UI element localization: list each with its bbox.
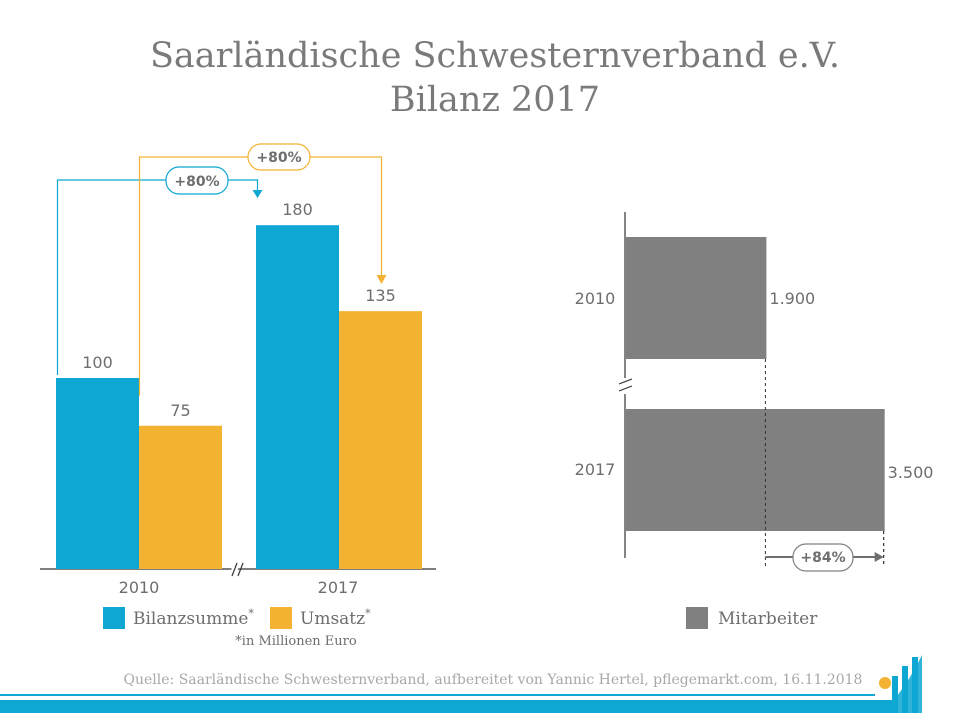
bar-bilanzsumme-2010 xyxy=(56,378,139,569)
legend-label-bilanzsumme: Bilanzsumme* xyxy=(133,607,254,629)
mitarbeiter-arrow-head xyxy=(874,552,884,562)
mitarbeiter-growth-pill: +84% xyxy=(792,543,854,572)
value-label-bilanzsumme-2010: 100 xyxy=(82,353,113,372)
right-axis-break xyxy=(618,378,633,392)
bar-umsatz-2010 xyxy=(139,425,222,569)
y-tick-label-2010: 2010 xyxy=(575,289,616,308)
umsatz-growth-pill: +80% xyxy=(247,143,311,171)
x-tick-label-2017: 2017 xyxy=(318,578,359,597)
bilanz-growth-pill: +80% xyxy=(165,166,229,195)
chart-title-line1: Saarländische Schwesternverband e.V. xyxy=(149,36,841,76)
y-tick-label-2017: 2017 xyxy=(575,460,616,479)
left-axis-break xyxy=(229,561,244,578)
bilanz-arrow-head xyxy=(252,190,263,198)
x-tick-label-2010: 2010 xyxy=(119,578,160,597)
pflegemarkt-logo-icon xyxy=(879,655,922,713)
value-label-mitarbeiter-2017: 3.500 xyxy=(888,463,934,482)
legend-swatch-bilanzsumme xyxy=(103,607,125,629)
bilanz-growth-connector xyxy=(56,179,259,375)
umsatz-growth-label: +80% xyxy=(256,150,301,166)
value-label-umsatz-2017: 135 xyxy=(365,286,396,305)
footer-line-thin xyxy=(0,694,875,696)
bar-mitarbeiter-2017 xyxy=(626,409,885,531)
value-label-umsatz-2010: 75 xyxy=(170,401,190,420)
value-label-bilanzsumme-2017: 180 xyxy=(282,200,313,219)
umsatz-arrow-head xyxy=(376,275,387,284)
value-label-mitarbeiter-2010: 1.900 xyxy=(769,289,815,308)
legend-label-umsatz: Umsatz* xyxy=(300,607,371,629)
legend-swatch-mitarbeiter xyxy=(686,607,708,629)
legend-label-mitarbeiter: Mitarbeiter xyxy=(718,609,818,629)
bar-mitarbeiter-2010 xyxy=(626,237,767,359)
bar-umsatz-2017 xyxy=(339,311,422,569)
bar-bilanzsumme-2017 xyxy=(256,225,339,569)
bilanz-growth-label: +80% xyxy=(174,174,219,190)
source-text: Quelle: Saarländische Schwesternverband,… xyxy=(124,672,863,688)
chart-title-line2: Bilanz 2017 xyxy=(389,80,601,120)
footer-band xyxy=(0,700,895,713)
mitarbeiter-growth-label: +84% xyxy=(800,550,845,566)
unit-note: *in Millionen Euro xyxy=(235,634,357,649)
legend-swatch-umsatz xyxy=(270,607,292,629)
